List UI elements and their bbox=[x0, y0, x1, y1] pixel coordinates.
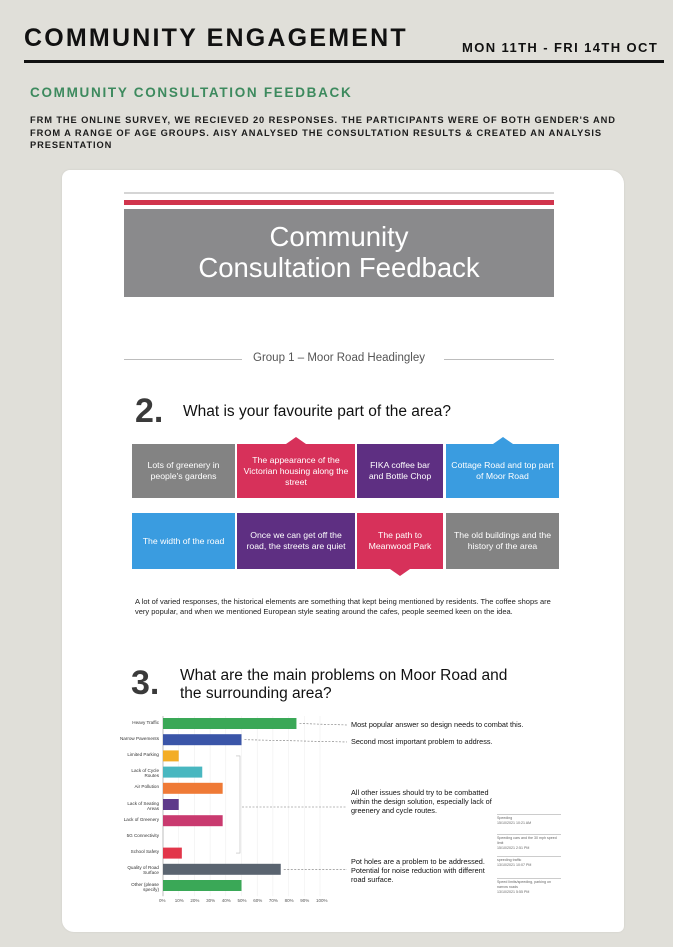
question-3-text-line-2: the surrounding area? bbox=[180, 685, 332, 702]
response-card-1-date: 15/10/2021 10:21 AM bbox=[497, 821, 532, 825]
x-tick-label: 30% bbox=[206, 898, 216, 904]
bar bbox=[163, 880, 242, 891]
category-label: Lack of Cycle Routes bbox=[131, 768, 159, 779]
x-tick-label: 90% bbox=[300, 898, 310, 904]
category-label: 5G Connectivity bbox=[126, 832, 159, 838]
favourite-tile-1: Lots of greenery in people's gardens bbox=[132, 444, 235, 498]
group-rule-left bbox=[124, 359, 242, 360]
group-rule-right bbox=[444, 359, 554, 360]
slide-title-card: Community Consultation Feedback Group 1 … bbox=[124, 192, 554, 367]
header-rule bbox=[24, 60, 664, 63]
bar bbox=[163, 766, 203, 778]
header-title: COMMUNITY ENGAGEMENT bbox=[24, 24, 408, 52]
category-label: Narrow Pavements bbox=[119, 735, 159, 741]
slide-title-box: Community Consultation Feedback bbox=[124, 209, 554, 297]
response-card-1: Speeding 15/10/2021 10:21 AM bbox=[497, 814, 561, 826]
x-tick-label: 50% bbox=[237, 898, 247, 904]
category-label: Lack of Seating Areas bbox=[127, 800, 159, 811]
bar bbox=[163, 847, 182, 859]
favourite-tile-2: The appearance of the Victorian housing … bbox=[237, 437, 355, 498]
question-3-number: 3. bbox=[131, 664, 160, 702]
category-label: Lack of Greenery bbox=[123, 816, 159, 822]
annotation-leader bbox=[299, 723, 348, 726]
favourite-tile-5: The width of the road bbox=[132, 513, 235, 569]
category-label: Heavy Traffic bbox=[132, 719, 159, 725]
annotation-leader bbox=[244, 739, 348, 743]
x-tick-label: 70% bbox=[268, 898, 278, 904]
response-card-4-title: Speed limits/speeding, parking on narrow… bbox=[497, 880, 551, 889]
response-card-1-title: Speeding bbox=[497, 816, 513, 820]
bar bbox=[163, 799, 179, 810]
favourite-tile-4: Cottage Road and top part of Moor Road bbox=[446, 437, 559, 498]
section-title: COMMUNITY CONSULTATION FEEDBACK bbox=[30, 85, 353, 100]
bar bbox=[163, 815, 223, 827]
notch bbox=[390, 569, 410, 576]
bar bbox=[163, 734, 242, 746]
favourite-tile-1-text: Lots of greenery in people's gardens bbox=[147, 460, 220, 481]
x-tick-label: 0% bbox=[159, 898, 166, 904]
favourite-tile-7: The path to Meanwood Park bbox=[357, 513, 443, 576]
question-3-text-line-1: What are the main problems on Moor Road … bbox=[180, 667, 508, 684]
category-label: Quality of Road Surface bbox=[127, 865, 159, 876]
bar bbox=[163, 750, 179, 762]
x-tick-label: 80% bbox=[284, 898, 294, 904]
favourite-tile-6: Once we can get off the road, the street… bbox=[237, 513, 355, 569]
category-label: Other (please specify) bbox=[131, 881, 159, 892]
favourite-tile-2-text: The appearance of the Victorian housing … bbox=[243, 454, 349, 487]
favourite-tile-3: FIKA coffee bar and Bottle Chop bbox=[357, 444, 443, 498]
response-card-4: Speed limits/speeding, parking on narrow… bbox=[497, 878, 561, 895]
favourite-tile-4-text: Cottage Road and top part of Moor Road bbox=[451, 460, 554, 481]
slide-red-line bbox=[124, 200, 554, 205]
annotation-bracket bbox=[236, 755, 241, 854]
group-label: Group 1 – Moor Road Headingley bbox=[253, 352, 425, 364]
favourite-tile-3-text: FIKA coffee bar and Bottle Chop bbox=[368, 460, 432, 481]
x-tick-label: 10% bbox=[174, 898, 184, 904]
x-tick-label: 60% bbox=[253, 898, 263, 904]
header-date-range: MON 11TH - FRI 14TH OCT bbox=[462, 40, 659, 55]
category-label: Limited Parking bbox=[127, 751, 159, 757]
favourite-tile-8-text: The old buildings and the history of the… bbox=[453, 530, 552, 551]
favourite-tile-5-text: The width of the road bbox=[142, 535, 225, 546]
bar bbox=[163, 863, 281, 875]
annotation-3: All other issues should try to be combat… bbox=[351, 788, 492, 815]
favourite-tile-8: The old buildings and the history of the… bbox=[446, 513, 559, 569]
response-card-3-date: 13/10/2021 10:07 PM bbox=[497, 863, 532, 867]
notch bbox=[492, 437, 513, 444]
notch bbox=[286, 437, 306, 444]
category-label: School Safety bbox=[130, 849, 159, 855]
x-tick-label: 40% bbox=[221, 898, 231, 904]
question-2-text: What is your favourite part of the area? bbox=[183, 403, 451, 420]
slide-title-line-2: Consultation Feedback bbox=[198, 252, 480, 283]
question-2-number: 2. bbox=[135, 392, 164, 430]
slide-title-line-1: Community bbox=[269, 221, 409, 252]
category-label: Air Pollution bbox=[134, 784, 159, 790]
bar bbox=[163, 782, 223, 794]
favourite-tile-6-text: Once we can get off the road, the street… bbox=[246, 530, 346, 551]
x-tick-label: 100% bbox=[316, 898, 328, 904]
response-card-2: Speeding cars and the 30 mph speed limit… bbox=[497, 834, 561, 851]
annotation-4: Pot holes are a problem to be addressed.… bbox=[351, 857, 485, 884]
bar bbox=[163, 718, 297, 729]
response-card-2-title: Speeding cars and the 30 mph speed limit bbox=[497, 836, 557, 845]
response-card-3-title: speeding traffic bbox=[497, 858, 522, 862]
response-card-2-date: 15/10/2021 2:51 PM bbox=[497, 846, 530, 850]
response-card-4-date: 13/10/2021 5:55 PM bbox=[497, 890, 530, 894]
question-2-summary: A lot of varied responses, the historica… bbox=[135, 597, 551, 616]
intro-paragraph: FRM THE ONLINE SURVEY, WE RECIEVED 20 RE… bbox=[30, 115, 616, 151]
x-tick-label: 20% bbox=[190, 898, 200, 904]
favourite-tile-7-text: The path to Meanwood Park bbox=[368, 530, 432, 551]
slide-top-line bbox=[124, 192, 554, 194]
response-card-3: speeding traffic 13/10/2021 10:07 PM bbox=[497, 856, 561, 868]
annotation-1: Most popular answer so design needs to c… bbox=[351, 720, 524, 729]
annotation-2: Second most important problem to address… bbox=[351, 737, 493, 746]
